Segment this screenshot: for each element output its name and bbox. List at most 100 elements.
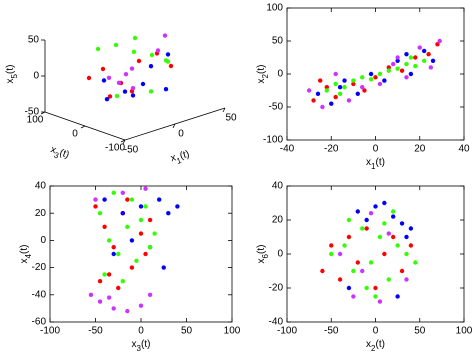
point xyxy=(351,81,356,87)
y-axis-label: x2(t) xyxy=(256,65,270,84)
x-tick-label: 0 xyxy=(373,326,379,337)
point xyxy=(382,221,387,226)
point xyxy=(413,63,418,69)
point xyxy=(111,245,116,250)
point xyxy=(333,71,338,77)
point xyxy=(368,77,374,82)
y-axis-label: x4(t) xyxy=(19,245,33,264)
label-after: (t) xyxy=(256,245,267,254)
point xyxy=(395,55,400,60)
point xyxy=(324,88,330,93)
point xyxy=(337,91,343,97)
label-base: x xyxy=(256,258,267,263)
x-axis-label: x1(t) xyxy=(366,157,385,171)
point xyxy=(106,295,112,300)
point xyxy=(377,71,383,77)
y-tick-label: 50 xyxy=(272,36,284,47)
point xyxy=(373,204,378,209)
point xyxy=(355,260,360,265)
point xyxy=(373,294,378,299)
point xyxy=(329,101,334,106)
point xyxy=(408,55,414,60)
x-tick-label: 50 xyxy=(414,326,426,337)
point xyxy=(123,72,129,77)
point xyxy=(368,71,374,77)
x-tick-label: 20 xyxy=(414,144,426,155)
y-tick-label: 0 xyxy=(40,235,46,246)
label-after: (t) xyxy=(58,147,71,161)
point xyxy=(362,88,367,93)
x-axis-label: x1(t) xyxy=(169,148,191,166)
point xyxy=(368,260,374,265)
point xyxy=(408,226,414,231)
point xyxy=(404,61,409,67)
point xyxy=(320,104,325,110)
point xyxy=(100,66,106,72)
point xyxy=(120,211,126,216)
point xyxy=(351,268,356,274)
point xyxy=(143,251,148,257)
y-axis-label: x6(t) xyxy=(256,245,270,264)
z-tick-label: 50 xyxy=(28,35,40,46)
point xyxy=(337,85,343,90)
point xyxy=(337,277,343,282)
label-after: (t) xyxy=(5,65,16,74)
point xyxy=(408,71,414,77)
point xyxy=(315,91,321,97)
point xyxy=(95,46,101,52)
point xyxy=(324,85,330,90)
point xyxy=(373,75,378,80)
point xyxy=(399,68,405,73)
point xyxy=(138,217,144,223)
point xyxy=(364,285,369,291)
label-sub: 3 xyxy=(137,344,142,353)
y-tick xyxy=(80,125,86,129)
label-sub: 6 xyxy=(261,253,270,258)
point xyxy=(129,197,135,202)
point xyxy=(111,306,116,311)
point xyxy=(391,61,396,67)
point xyxy=(395,58,400,63)
point xyxy=(97,279,103,284)
point xyxy=(138,303,144,308)
point xyxy=(355,209,360,214)
point xyxy=(130,86,136,91)
label-sub: 2 xyxy=(371,344,376,353)
point xyxy=(342,78,347,83)
point xyxy=(404,251,409,257)
point xyxy=(408,243,414,248)
point xyxy=(428,65,434,70)
point xyxy=(306,88,312,93)
x-tick xyxy=(122,139,126,145)
y-tick-label: -100 xyxy=(105,143,125,154)
y-tick-label: -40 xyxy=(32,289,47,300)
point xyxy=(107,94,113,99)
label-after: (t) xyxy=(376,339,385,350)
point xyxy=(342,243,347,248)
point xyxy=(346,285,352,291)
z-tick-label: -50 xyxy=(25,107,40,118)
point xyxy=(426,52,431,57)
x-tick-label: 0 xyxy=(373,144,379,155)
point xyxy=(113,42,119,48)
point xyxy=(413,55,418,60)
point xyxy=(130,93,136,98)
x-tick-label: -40 xyxy=(280,144,295,155)
point xyxy=(129,238,135,243)
point xyxy=(386,277,391,282)
y-tick-label: -20 xyxy=(32,262,47,273)
y-tick-label: 100 xyxy=(266,3,283,14)
point xyxy=(97,299,103,304)
point xyxy=(386,68,391,73)
point xyxy=(364,226,369,231)
point xyxy=(132,35,138,41)
point xyxy=(329,251,334,257)
point xyxy=(122,89,128,94)
point xyxy=(346,234,352,240)
axes-box xyxy=(286,7,465,141)
point xyxy=(134,258,139,263)
point xyxy=(404,75,409,80)
label-base: x xyxy=(256,78,267,83)
point xyxy=(129,265,135,270)
y-tick-label: 0 xyxy=(277,69,283,80)
